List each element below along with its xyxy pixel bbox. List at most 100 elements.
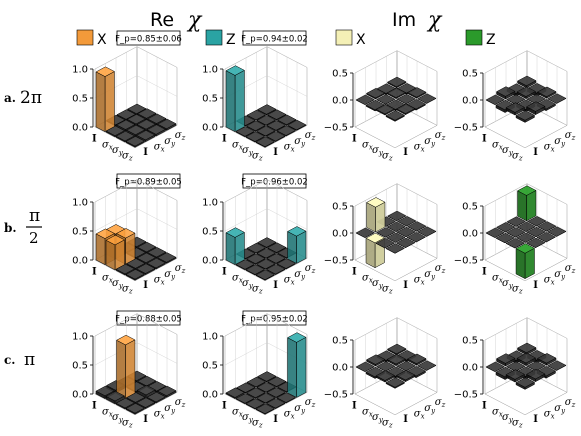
- bar-σy-σx: [255, 125, 276, 137]
- z-tick-label: 0.0: [332, 96, 348, 107]
- z-tick-label: −0.5: [454, 123, 478, 134]
- basis-label: σx: [362, 406, 373, 418]
- bar-σx-I: [235, 393, 256, 405]
- z-tick-label: 0.5: [332, 202, 348, 213]
- basis-label: I: [403, 414, 408, 425]
- basis-label: σx: [544, 274, 555, 286]
- basis-label: σx: [102, 139, 113, 151]
- basis-label: σz: [305, 130, 316, 142]
- z-tick-label: 0.5: [202, 94, 218, 105]
- bar-σx-σy: [256, 115, 277, 127]
- bar-σx-σz: [266, 376, 287, 388]
- bar-σy-σy: [526, 226, 547, 238]
- basis-label: I: [533, 414, 538, 425]
- grid-line: [94, 179, 178, 203]
- fidelity-c-x: F_p=0.88±0.05: [115, 310, 182, 326]
- bar-σz-σx: [135, 397, 156, 410]
- z-tick-label: 0.0: [72, 123, 88, 134]
- basis-label: σy: [554, 403, 566, 415]
- bar-σy-I: [375, 238, 396, 249]
- bar-σz-σx: [265, 131, 286, 143]
- bar-I-σx: [495, 86, 516, 100]
- z-tick-label: 0.5: [462, 202, 478, 213]
- bar-σz-σz: [286, 119, 307, 131]
- basis-label: I: [273, 414, 278, 425]
- basis-label: σy: [502, 278, 514, 290]
- z-tick-label: 1.0: [72, 198, 88, 209]
- bar-σz-I: [515, 377, 536, 390]
- basis-label: σy: [164, 403, 176, 415]
- basis-label: σx: [362, 272, 373, 284]
- basis-label: σz: [512, 151, 523, 163]
- basis-label: σz: [382, 284, 393, 296]
- z-tick-label: 0.0: [202, 256, 218, 267]
- bar-I-I: [485, 227, 506, 238]
- bar-σz-I: [385, 110, 406, 122]
- grid-line: [224, 313, 308, 337]
- row-label-b: b. π 2: [4, 206, 42, 247]
- z-tick-label: 0.0: [462, 363, 478, 374]
- im-label: Im: [392, 9, 416, 31]
- bar-I-σy: [246, 376, 267, 388]
- bar-σy-σz: [276, 114, 297, 126]
- z-tick-label: 1.0: [202, 198, 218, 209]
- basis-label: σx: [102, 406, 113, 418]
- bar-σz-σx: [525, 101, 546, 116]
- grid-line: [484, 317, 568, 341]
- basis-label: σy: [372, 145, 384, 157]
- bar-I-σz: [386, 210, 407, 222]
- bar-σx-σx: [375, 94, 396, 105]
- bar-σz-I: [125, 403, 146, 415]
- legend-swatch-re-x: [76, 29, 94, 46]
- bar-σx-σx: [115, 334, 136, 399]
- bar-σy-σy: [396, 226, 417, 238]
- z-tick-label: −0.5: [454, 256, 478, 267]
- basis-label: σx: [232, 272, 243, 284]
- legend-swatch-im-x: [335, 29, 353, 46]
- basis-label: σz: [175, 397, 186, 409]
- basis-label: σx: [232, 139, 243, 151]
- row-letter-b: b.: [4, 221, 17, 235]
- z-tick-label: 0.0: [462, 96, 478, 107]
- z-tick-label: 0.5: [462, 336, 478, 347]
- z-tick-label: 1.0: [202, 65, 218, 76]
- basis-label: I: [92, 134, 97, 145]
- basis-label: σz: [305, 263, 316, 275]
- basis-label: σz: [512, 284, 523, 296]
- bar-σy-σz: [406, 353, 427, 366]
- bar-I-I: [225, 387, 246, 400]
- fidelity-a-z: F_p=0.94±0.02: [241, 30, 308, 46]
- z-tick-label: 0.0: [72, 256, 88, 267]
- bar-I-I: [485, 94, 506, 105]
- bar-σz-σx: [265, 264, 286, 276]
- basis-label: I: [222, 134, 227, 145]
- basis-label: σz: [565, 397, 576, 409]
- bar-σy-σy: [526, 93, 547, 105]
- bar-σx-I: [105, 234, 126, 271]
- bar-σx-I: [365, 232, 386, 269]
- grid-line: [224, 46, 308, 70]
- bar-σz-σy: [276, 392, 297, 404]
- basis-label: I: [222, 267, 227, 278]
- bar-σz-I: [125, 269, 146, 281]
- basis-label: I: [273, 280, 278, 291]
- basis-label: I: [143, 147, 148, 158]
- bar-σz-σz: [416, 226, 437, 237]
- bar-σx-I: [235, 126, 256, 138]
- basis-label: σy: [424, 403, 436, 415]
- basis-label: I: [143, 280, 148, 291]
- bar-σz-σz: [416, 360, 437, 371]
- grid-line: [94, 313, 178, 337]
- legend-label-im-z: Z: [486, 32, 496, 48]
- bar-σz-σz: [156, 385, 177, 398]
- bar-σx-σx: [375, 227, 396, 238]
- legend-swatch-im-z: [465, 29, 483, 46]
- re-chi: χ: [186, 8, 203, 33]
- basis-label: σz: [512, 418, 523, 430]
- bar-σy-I: [375, 103, 396, 116]
- fidelity-text: F_p=0.85±0.06: [115, 35, 182, 45]
